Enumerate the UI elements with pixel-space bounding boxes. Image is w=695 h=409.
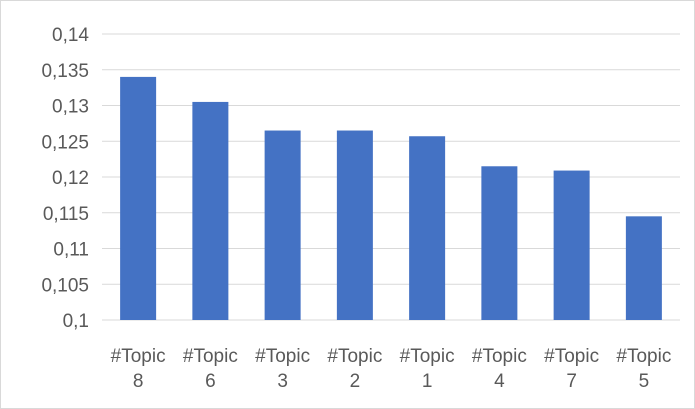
x-category-label: 7 [566, 371, 577, 392]
bar [625, 216, 662, 320]
x-category-label: #Topic [183, 346, 238, 367]
x-category-label: #Topic [327, 346, 382, 367]
x-category-label: 2 [350, 371, 361, 392]
x-category-label: #Topic [255, 346, 310, 367]
y-axis-tick-labels: 0,1 0,105 0,11 0,115 0,12 0,125 0,13 0,135 0,14 [41, 25, 89, 332]
x-category-label: 4 [494, 371, 505, 392]
bar [120, 76, 157, 321]
x-category-label: 3 [277, 371, 288, 392]
x-axis-category-labels: #Topic 8 #Topic 6 #Topic 3 #Topic 2 #Topic 1 #Topi… [111, 346, 672, 392]
x-category-label: 6 [205, 371, 216, 392]
x-category-label: #Topic [472, 346, 527, 367]
bar [553, 170, 590, 320]
y-tick-label: 0,135 [41, 61, 89, 82]
bars [120, 76, 662, 321]
x-category-label: #Topic [616, 346, 671, 367]
y-tick-label: 0,115 [43, 204, 89, 225]
x-category-label: #Topic [111, 346, 166, 367]
gridlines [102, 33, 680, 321]
y-tick-label: 0,12 [52, 168, 89, 189]
bar [409, 136, 446, 320]
bar [336, 130, 373, 320]
x-category-label: 5 [639, 371, 650, 392]
y-tick-label: 0,11 [53, 240, 89, 261]
x-category-label: #Topic [400, 346, 455, 367]
y-tick-label: 0,105 [41, 275, 89, 296]
x-category-label: 1 [422, 371, 433, 392]
y-tick-label: 0,125 [41, 132, 89, 153]
y-tick-label: 0,14 [52, 25, 89, 46]
bar [192, 101, 229, 320]
x-category-label: #Topic [544, 346, 599, 367]
bar [481, 166, 518, 320]
x-category-label: 8 [133, 371, 144, 392]
bar [264, 130, 301, 320]
y-tick-label: 0,1 [63, 311, 89, 332]
y-tick-label: 0,13 [52, 97, 89, 118]
